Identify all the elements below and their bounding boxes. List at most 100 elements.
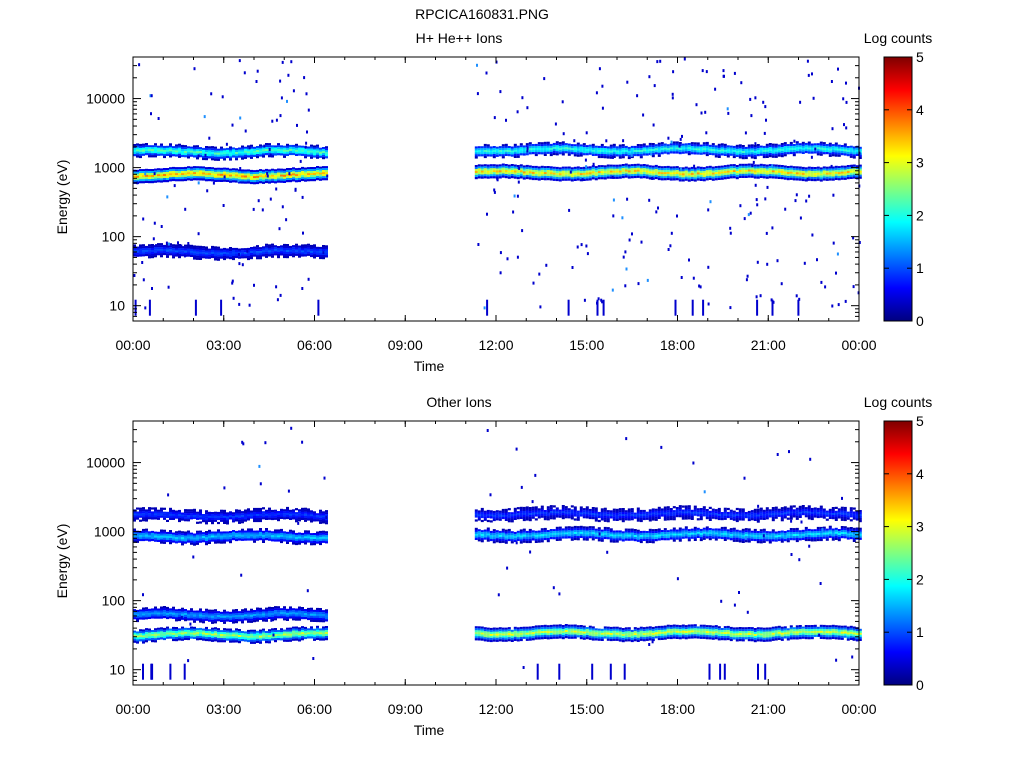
heatmap-cell	[837, 152, 841, 155]
heatmap-cell	[558, 169, 562, 172]
heatmap-cell	[325, 146, 328, 149]
heatmap-cell	[558, 175, 562, 178]
heatmap-cell	[277, 256, 280, 259]
heatmap-cell	[598, 67, 601, 71]
heatmap-cell	[169, 614, 172, 617]
heatmap-cell	[849, 155, 853, 158]
heatmap-cell	[169, 509, 172, 512]
heatmap-cell	[322, 170, 325, 173]
heatmap-cell	[618, 146, 622, 149]
heatmap-cell	[229, 174, 232, 177]
heatmap-cell	[549, 153, 553, 157]
heatmap-cell	[166, 513, 169, 516]
heatmap-cell	[280, 172, 283, 175]
heatmap-cell	[492, 154, 496, 157]
heatmap-cell	[534, 536, 538, 539]
heatmap-cell	[178, 248, 181, 251]
heatmap-cell	[477, 172, 481, 175]
heatmap-cell	[313, 619, 316, 622]
heatmap-cell	[836, 252, 839, 256]
heatmap-cell	[223, 175, 226, 179]
heatmap-cell	[220, 537, 223, 540]
heatmap-cell	[163, 637, 166, 641]
heatmap-cell	[247, 247, 250, 251]
heatmap-cell	[208, 613, 211, 616]
heatmap-cell	[597, 153, 601, 157]
heatmap-cell	[154, 147, 157, 150]
heatmap-cell	[235, 170, 238, 173]
heatmap-cell	[196, 634, 199, 637]
heatmap-cell	[552, 174, 556, 177]
heatmap-cell	[157, 637, 160, 640]
heatmap-cell	[645, 153, 649, 156]
heatmap-area	[133, 426, 862, 680]
heatmap-cell	[840, 147, 844, 150]
heatmap-cell	[160, 247, 163, 250]
heatmap-cell	[292, 89, 295, 93]
heatmap-cell	[154, 612, 157, 615]
heatmap-cell	[196, 157, 199, 160]
heatmap-cell	[283, 608, 286, 611]
heatmap-cell	[253, 641, 256, 644]
heatmap-cell	[142, 641, 145, 644]
heatmap-cell	[546, 530, 550, 533]
heatmap-cell	[630, 149, 634, 153]
heatmap-cell	[310, 615, 313, 618]
heatmap-cell	[151, 515, 154, 518]
heatmap-cell	[187, 631, 190, 635]
heatmap-cell	[612, 145, 616, 148]
heatmap-cell	[729, 168, 733, 171]
heatmap-cell	[154, 509, 157, 512]
heatmap-cell	[546, 143, 550, 146]
heatmap-cell	[238, 532, 241, 535]
heatmap-cell	[247, 169, 250, 172]
heatmap-cell	[145, 615, 148, 618]
heatmap-cell	[193, 151, 196, 154]
heatmap-cell	[175, 248, 178, 251]
heatmap-cell	[193, 516, 196, 519]
heatmap-cell	[486, 539, 490, 542]
heatmap-cell	[498, 168, 502, 171]
heatmap-cell	[277, 168, 280, 171]
heatmap-cell	[265, 245, 268, 248]
heatmap-cell	[606, 150, 610, 153]
heatmap-cell	[153, 221, 156, 225]
heatmap-cell	[160, 225, 163, 228]
heatmap-cell	[489, 538, 493, 542]
heatmap-cell	[310, 152, 313, 155]
heatmap-cell	[184, 519, 187, 522]
heatmap-cell	[214, 179, 217, 182]
heatmap-cell	[151, 155, 154, 158]
heatmap-cell	[844, 299, 847, 303]
heatmap-cell	[519, 153, 523, 156]
heatmap-cell	[262, 513, 265, 516]
heatmap-cell	[154, 249, 157, 252]
heatmap-cell	[280, 528, 283, 532]
heatmap-cell	[289, 513, 292, 516]
heatmap-cell	[492, 164, 496, 167]
heatmap-cell	[148, 634, 151, 637]
heatmap-cell	[671, 92, 674, 96]
heatmap-cell	[214, 613, 217, 616]
heatmap-cell	[307, 108, 310, 112]
heatmap-cell	[157, 147, 160, 150]
heatmap-cell	[510, 176, 514, 179]
heatmap-cell	[717, 165, 721, 168]
heatmap-cell	[325, 628, 328, 631]
heatmap-cell	[211, 633, 214, 636]
heatmap-cell	[492, 170, 496, 173]
heatmap-cell	[477, 531, 481, 534]
heatmap-cell	[157, 170, 160, 173]
heatmap-cell	[663, 166, 667, 169]
heatmap-cell	[609, 154, 613, 157]
heatmap-cell	[732, 172, 736, 175]
heatmap-cell	[764, 105, 767, 109]
heatmap-cell	[139, 513, 142, 516]
heatmap-cell	[676, 214, 678, 218]
heatmap-cell	[746, 274, 749, 278]
heatmap-cell	[180, 615, 183, 619]
heatmap-cell	[519, 143, 523, 146]
heatmap-cell	[672, 178, 676, 181]
heatmap-cell	[292, 511, 295, 514]
heatmap-cell	[756, 170, 760, 173]
